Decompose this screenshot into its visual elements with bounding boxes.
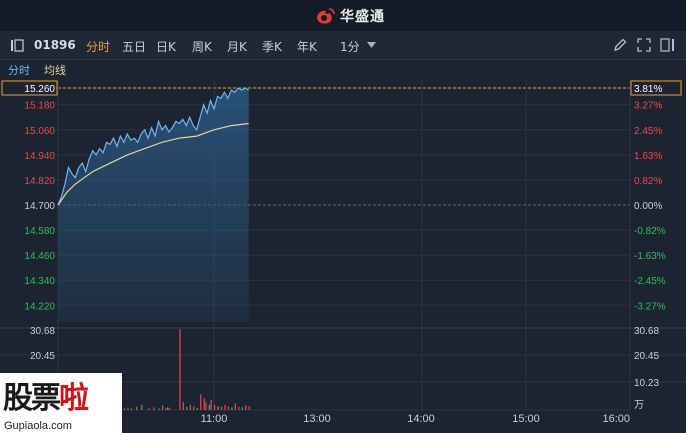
volume-bar: [189, 404, 191, 410]
volume-bar: [136, 406, 138, 410]
brand-name: 华盛通: [340, 9, 385, 25]
volume-bar: [234, 403, 236, 410]
volume-bar: [162, 405, 164, 410]
volume-bar: [248, 406, 250, 410]
legend-timeshare[interactable]: 分时: [8, 64, 30, 77]
stock-code: 01896: [34, 38, 76, 52]
pencil-icon[interactable]: [613, 38, 627, 52]
left-axis-tick: 14.340: [24, 276, 55, 287]
right-axis-tick: -2.45%: [634, 276, 666, 287]
tab-weekly-k[interactable]: 周K: [192, 40, 212, 54]
x-axis-tick: 16:00: [602, 413, 630, 425]
right-axis-tick: 1.63%: [634, 151, 662, 162]
volume-bar: [217, 406, 219, 410]
right-axis-tick: 2.45%: [634, 126, 662, 137]
volume-right-tick: 10.23: [634, 378, 659, 389]
right-axis-tick: -3.27%: [634, 301, 666, 312]
volume-bar: [167, 407, 169, 410]
expand-icon[interactable]: [637, 38, 651, 52]
left-axis-tick: 15.060: [24, 126, 55, 137]
close-panel-icon[interactable]: [660, 38, 676, 52]
volume-bar: [168, 408, 171, 410]
right-axis-tick: 3.81%: [634, 84, 662, 95]
x-axis-tick: 11:00: [201, 413, 228, 425]
volume-bar: [208, 404, 210, 410]
tab-quarterly-k[interactable]: 季K: [262, 40, 282, 54]
left-axis-tick: 15.180: [24, 101, 55, 112]
volume-unit: 万: [634, 400, 644, 411]
title-bar: 华盛通: [0, 0, 686, 31]
volume-bar: [196, 407, 198, 410]
left-axis-tick: 14.700: [24, 201, 55, 212]
legend-average[interactable]: 均线: [44, 64, 66, 77]
left-axis-tick: 14.580: [24, 226, 55, 237]
watermark: 股票啦 Gupiaola.com: [0, 373, 122, 433]
volume-bar: [214, 404, 216, 410]
x-axis-tick: 13:00: [303, 413, 331, 425]
volume-bar: [241, 407, 243, 410]
volume-bar: [148, 407, 150, 410]
indicator-tabs: 分时 均线: [0, 59, 686, 79]
brand: 华盛通: [314, 6, 385, 26]
volume-bar: [153, 407, 155, 410]
tab-daily-k[interactable]: 日K: [156, 40, 176, 54]
chevron-down-icon[interactable]: [367, 42, 376, 48]
right-axis-tick: -1.63%: [634, 251, 666, 262]
volume-bar: [127, 407, 129, 410]
volume-bar: [238, 406, 240, 410]
watermark-logo: 股票啦: [3, 381, 89, 416]
left-axis-tick: 14.460: [24, 251, 55, 262]
last-price-box: [1, 80, 58, 96]
volume-bar: [203, 398, 205, 410]
volume-bar: [224, 404, 226, 410]
left-axis-tick: 14.940: [24, 151, 55, 162]
left-axis-tick: 15.260: [24, 84, 55, 95]
volume-bar: [193, 406, 195, 410]
volume-bar: [227, 406, 230, 410]
watermark-url: Gupiaola.com: [4, 420, 72, 432]
volume-bar: [141, 404, 143, 410]
right-axis-tick: -0.82%: [634, 226, 666, 237]
volume-bar: [245, 405, 247, 410]
interval-select[interactable]: 1分: [340, 40, 360, 54]
right-axis-tick: 3.27%: [634, 101, 662, 112]
volume-bar: [123, 408, 126, 410]
volume-bar: [205, 402, 207, 410]
average-price-line: [57, 122, 249, 206]
volume-left-tick: 20.45: [30, 351, 55, 362]
last-change-box: [630, 80, 682, 96]
price-line: [57, 87, 250, 206]
volume-bar: [158, 408, 160, 410]
volume-bar: [210, 400, 212, 410]
chart-toolbar: 01896 分时 五日 日K 周K 月K 季K 年K 1分: [0, 31, 686, 60]
volume-bar: [130, 408, 132, 410]
left-axis-tick: 14.820: [24, 176, 55, 187]
collapse-panel-icon[interactable]: [10, 39, 24, 52]
left-axis-tick: 14.220: [24, 301, 55, 312]
right-axis-tick: 0.82%: [634, 176, 662, 187]
tab-timeshare[interactable]: 分时: [86, 40, 111, 54]
tab-yearly-k[interactable]: 年K: [297, 40, 317, 54]
volume-bar: [220, 406, 223, 410]
volume-bar: [179, 329, 181, 410]
volume-bar: [200, 394, 202, 410]
volume-bar: [182, 402, 184, 410]
brand-logo-icon: [317, 8, 335, 24]
volume-bar: [186, 406, 188, 410]
tab-five-day[interactable]: 五日: [122, 40, 147, 54]
right-axis-tick: 0.00%: [634, 201, 662, 212]
tab-monthly-k[interactable]: 月K: [227, 40, 247, 54]
x-axis-tick: 15:00: [512, 413, 540, 425]
volume-bar: [231, 407, 233, 410]
x-axis-tick: 14:00: [407, 413, 435, 425]
volume-bar: [165, 408, 167, 410]
volume-right-tick: 30.68: [634, 326, 659, 337]
volume-left-tick: 30.68: [30, 326, 55, 337]
volume-right-tick: 20.45: [634, 351, 659, 362]
